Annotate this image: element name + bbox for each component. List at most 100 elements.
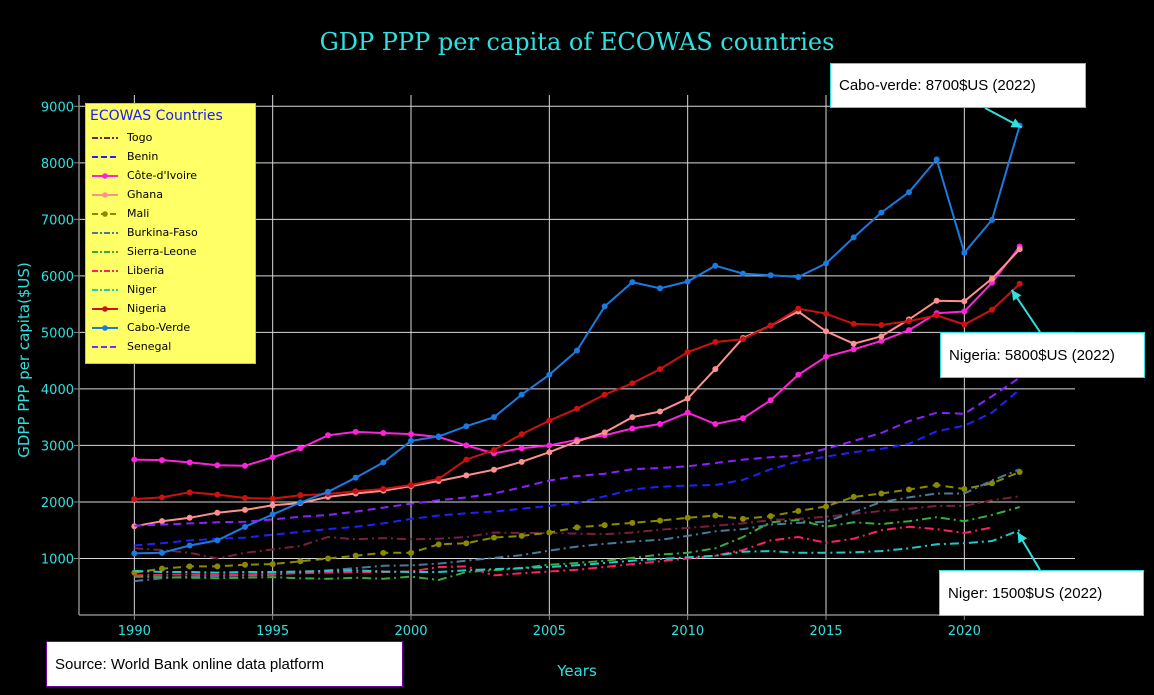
- series-point-ghana-14: [518, 458, 525, 465]
- series-point-mali-24: [795, 508, 802, 514]
- x-axis-label: Years: [556, 662, 597, 680]
- series-point-cabo-verde-17: [601, 303, 608, 310]
- series-point-mali-23: [767, 513, 774, 520]
- chart-title: GDP PPP per capita of ECOWAS countries: [320, 28, 835, 56]
- series-point-c-te-d-ivoire-21: [712, 420, 719, 427]
- legend-swatch-c-te-d-ivoire: [92, 172, 118, 179]
- series-point-cabo-verde-13: [491, 414, 497, 421]
- series-point-c-te-d-ivoire-27: [878, 337, 885, 344]
- series-point-ghana-25: [823, 328, 829, 335]
- series-point-mali-15: [546, 529, 553, 536]
- series-point-nigeria-23: [767, 322, 774, 329]
- series-point-c-te-d-ivoire-25: [823, 353, 829, 360]
- series-point-nigeria-19: [657, 366, 663, 373]
- series-point-c-te-d-ivoire-8: [352, 428, 359, 435]
- series-point-mali-20: [684, 514, 691, 521]
- series-point-nigeria-20: [684, 349, 691, 356]
- series-point-mali-28: [906, 486, 912, 493]
- series-point-nigeria-25: [823, 310, 829, 317]
- y-tick-label-3000: 3000: [41, 439, 74, 454]
- series-point-cabo-verde-3: [214, 537, 221, 544]
- series-point-cabo-verde-29: [933, 156, 940, 163]
- series-point-mali-27: [878, 490, 885, 497]
- series-point-c-te-d-ivoire-18: [629, 425, 636, 432]
- series-point-mali-30: [961, 485, 968, 492]
- series-point-cabo-verde-31: [989, 216, 995, 223]
- series-point-ghana-15: [546, 449, 553, 456]
- source-note-text: Source: World Bank online data platform: [55, 655, 325, 673]
- series-point-nigeria-24: [795, 305, 802, 312]
- legend-label-c-te-d-ivoire: Côte-d'Ivoire: [127, 169, 198, 182]
- series-point-nigeria-22: [740, 336, 746, 343]
- legend-item-togo: Togo: [90, 128, 251, 147]
- series-point-cabo-verde-25: [823, 260, 829, 267]
- legend-label-sierra-leone: Sierra-Leone: [127, 245, 197, 258]
- series-point-nigeria-26: [850, 320, 857, 327]
- series-point-ghana-13: [491, 466, 497, 473]
- series-point-cabo-verde-22: [740, 270, 746, 277]
- series-point-ghana-2: [186, 514, 193, 521]
- series-point-c-te-d-ivoire-3: [214, 462, 221, 469]
- series-point-cabo-verde-6: [297, 499, 304, 506]
- source-note: Source: World Bank online data platform: [46, 641, 403, 687]
- series-point-mali-17: [601, 522, 608, 529]
- series-point-nigeria-17: [601, 391, 608, 398]
- annotation-niger-text: Niger: 1500$US (2022): [948, 584, 1103, 602]
- legend-item-burkina-faso: Burkina-Faso: [90, 223, 251, 242]
- series-point-nigeria-8: [352, 488, 359, 495]
- series-point-cabo-verde-4: [242, 523, 248, 530]
- x-tick-label-2015: 2015: [809, 624, 842, 639]
- legend-label-benin: Benin: [127, 150, 159, 163]
- annotation-nigeria: Nigeria: 5800$US (2022): [940, 332, 1145, 378]
- series-point-c-te-d-ivoire-24: [795, 371, 802, 378]
- legend-label-togo: Togo: [127, 131, 153, 144]
- series-point-mali-1: [159, 565, 165, 572]
- series-point-nigeria-14: [518, 431, 525, 438]
- series-point-nigeria-30: [961, 321, 968, 328]
- series-point-nigeria-12: [463, 456, 470, 463]
- legend-swatch-burkina-faso: [92, 231, 118, 234]
- legend-item-mali: Mali: [90, 204, 251, 223]
- series-point-ghana-31: [989, 275, 995, 282]
- y-tick-label-2000: 2000: [41, 496, 74, 511]
- series-point-cabo-verde-23: [767, 272, 774, 279]
- legend-item-liberia: Liberia: [90, 261, 251, 280]
- series-point-nigeria-11: [435, 475, 442, 482]
- series-point-cabo-verde-27: [878, 209, 885, 216]
- series-point-nigeria-6: [297, 492, 304, 499]
- series-point-mali-10: [408, 549, 414, 556]
- y-tick-label-8000: 8000: [41, 157, 74, 172]
- legend-items: Togo Benin Côte-d'Ivoire Ghana Mali Burkina-F…: [90, 128, 251, 356]
- legend-item-niger: Niger: [90, 280, 251, 299]
- series-point-c-te-d-ivoire-28: [906, 327, 912, 334]
- series-point-c-te-d-ivoire-12: [463, 442, 470, 449]
- series-point-c-te-d-ivoire-15: [546, 442, 553, 449]
- series-point-nigeria-5: [269, 495, 276, 502]
- arrow-nigeria-head: [1011, 289, 1022, 301]
- y-tick-label-6000: 6000: [41, 270, 74, 285]
- series-point-mali-21: [712, 512, 719, 519]
- legend-swatch-benin: [92, 155, 118, 158]
- series-point-ghana-17: [601, 429, 608, 436]
- legend-label-liberia: Liberia: [127, 264, 165, 277]
- legend-swatch-togo: [92, 136, 118, 139]
- series-point-mali-8: [352, 552, 359, 559]
- series-point-ghana-4: [242, 506, 248, 513]
- series-point-cabo-verde-1: [159, 549, 165, 556]
- series-point-nigeria-18: [629, 380, 636, 387]
- y-tick-label-9000: 9000: [41, 100, 74, 115]
- series-point-c-te-d-ivoire-4: [242, 462, 248, 469]
- series-point-cabo-verde-2: [186, 542, 193, 549]
- legend-item-senegal: Senegal: [90, 337, 251, 356]
- legend-label-ghana: Ghana: [127, 188, 163, 201]
- series-point-cabo-verde-24: [795, 274, 802, 280]
- legend-label-nigeria: Nigeria: [127, 302, 167, 315]
- legend-swatch-sierra-leone: [92, 250, 118, 253]
- legend-swatch-senegal: [92, 345, 118, 348]
- series-point-c-te-d-ivoire-5: [269, 454, 276, 461]
- y-tick-label-7000: 7000: [41, 213, 74, 228]
- series-point-cabo-verde-21: [712, 262, 719, 269]
- x-tick-label-2010: 2010: [671, 624, 704, 639]
- y-tick-label-4000: 4000: [41, 383, 74, 398]
- legend-item-nigeria: Nigeria: [90, 299, 251, 318]
